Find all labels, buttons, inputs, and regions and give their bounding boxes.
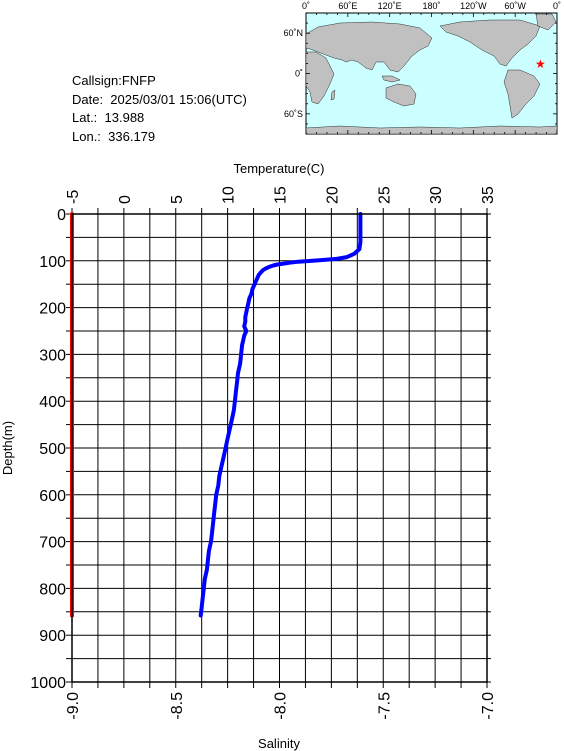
- map-lon-label: 60˚E: [338, 1, 357, 11]
- depth-tick-labels: 0 100 200 300 400 500 600 700 800 900 1000: [30, 207, 66, 692]
- temperature-tick-label: 25: [376, 186, 393, 204]
- depth-tick-label: 400: [39, 394, 66, 411]
- north-america-landmass: [439, 19, 541, 67]
- temperature-tick-label: 0: [117, 195, 134, 204]
- depth-tick-label: 200: [39, 301, 66, 318]
- temperature-line: [198, 212, 363, 618]
- depth-tick-label: 800: [39, 581, 66, 598]
- map-lon-label: 120˚W: [460, 1, 487, 11]
- depth-tick-label: 0: [57, 207, 66, 224]
- depth-tick-label: 100: [39, 254, 66, 271]
- map-lat-label: 0˚: [295, 69, 303, 79]
- temperature-tick-label: -5: [65, 190, 82, 204]
- depth-tick-label: 500: [39, 441, 66, 458]
- depth-tick-label: 300: [39, 347, 66, 364]
- depth-axis-label: Depth(m): [0, 421, 15, 475]
- map-lat-label: 60˚N: [283, 28, 303, 38]
- map-lat-labels: 60˚N 0˚ 60˚S: [283, 28, 303, 119]
- map-lon-label: 60˚W: [504, 1, 526, 11]
- map-lon-label: 0˚: [302, 1, 310, 11]
- africa-landmass: [305, 51, 335, 105]
- indonesia-landmass: [381, 75, 401, 83]
- depth-tick-label: 600: [39, 488, 66, 505]
- temperature-tick-label: 15: [273, 186, 290, 204]
- salinity-tick-label: -7.5: [376, 692, 393, 720]
- salinity-tick-label: -8.5: [169, 692, 186, 720]
- salinity-axis-label: Salinity: [258, 736, 300, 751]
- salinity-tick-label: -9.0: [65, 692, 82, 720]
- temperature-tick-labels: -5 0 5 10 15 20 25 30 35: [65, 186, 497, 204]
- callsign-text: Callsign:FNFP: [72, 73, 156, 88]
- map-lon-label: 0˚: [553, 1, 561, 11]
- station-info: Callsign:FNFP Date: 2025/03/01 15:06(UTC…: [72, 72, 247, 146]
- temperature-tick-label: 20: [324, 186, 341, 204]
- south-america-landmass: [503, 69, 541, 119]
- map-ticks: [305, 12, 558, 135]
- longitude-text: Lon.: 336.179: [72, 128, 156, 144]
- depth-tick-label: 1000: [30, 675, 66, 692]
- temperature-tick-label: 30: [428, 186, 445, 204]
- date-text: Date: 2025/03/01 15:06(UTC): [72, 91, 247, 107]
- depth-tick-label: 700: [39, 535, 66, 552]
- plot-border: [71, 213, 488, 683]
- temperature-axis-label: Temperature(C): [233, 161, 324, 176]
- australia-landmass: [385, 83, 417, 107]
- madagascar-landmass: [330, 89, 336, 101]
- eurasia-landmass: [305, 21, 433, 73]
- map-lon-label: 180˚: [422, 1, 440, 11]
- depth-tick-label: 900: [39, 628, 66, 645]
- grid-lines: [71, 213, 488, 683]
- temperature-tick-label: 35: [480, 186, 497, 204]
- map-lat-label: 60˚S: [284, 109, 303, 119]
- map-lon-labels: 0˚ 60˚E 120˚E 180˚ 120˚W 60˚W 0˚: [302, 1, 561, 11]
- location-map: 0˚ 60˚E 120˚E 180˚ 120˚W 60˚W 0˚ 60˚N 0˚ 60˚S ★: [283, 1, 561, 135]
- plot-area: -5 0 5 10 15 20 25 30 35 -9.0 -8.5 -8.0 -7.5 -7.0 0 1…: [30, 186, 497, 719]
- station-marker-icon: ★: [535, 57, 546, 71]
- latitude-text: Lat.: 13.988: [72, 110, 145, 125]
- temperature-tick-label: 10: [221, 186, 238, 204]
- temperature-tick-label: 5: [169, 195, 186, 204]
- map-lon-label: 120˚E: [378, 1, 402, 11]
- salinity-tick-label: -8.0: [273, 692, 290, 720]
- salinity-tick-label: -7.0: [480, 692, 497, 720]
- salinity-tick-labels: -9.0 -8.5 -8.0 -7.5 -7.0: [65, 692, 497, 720]
- greenland-landmass: [535, 13, 557, 31]
